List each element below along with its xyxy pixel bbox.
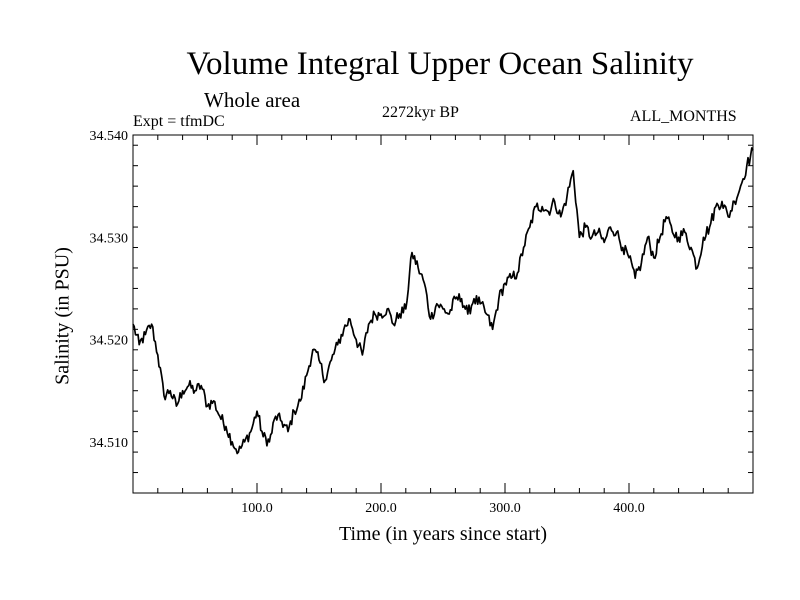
chart-subtitle: Whole area: [204, 88, 301, 112]
y-tick-label: 34.540: [90, 129, 129, 144]
experiment-label: Expt = tfmDC: [133, 113, 225, 130]
y-tick-label: 34.520: [90, 334, 129, 349]
plot-frame: [132, 134, 754, 494]
x-tick-label: 400.0: [613, 501, 645, 516]
x-axis-label: Time (in years since start): [338, 523, 548, 545]
series-group: [132, 147, 754, 455]
axis-ticks: 100.0 200.0 300.0 400.0 34.510 34.520 34.530 34…: [90, 129, 753, 516]
x-tick-label: 100.0: [241, 501, 273, 516]
y-tick-label: 34.510: [90, 436, 129, 451]
series-line: [132, 147, 754, 455]
x-tick-label: 300.0: [489, 501, 521, 516]
months-label: ALL_MONTHS: [630, 108, 737, 125]
x-tick-label: 200.0: [365, 501, 397, 516]
y-tick-label: 34.530: [90, 231, 129, 246]
period-label: 2272kyr BP: [382, 104, 459, 121]
chart-title: Volume Integral Upper Ocean Salinity: [186, 46, 694, 82]
